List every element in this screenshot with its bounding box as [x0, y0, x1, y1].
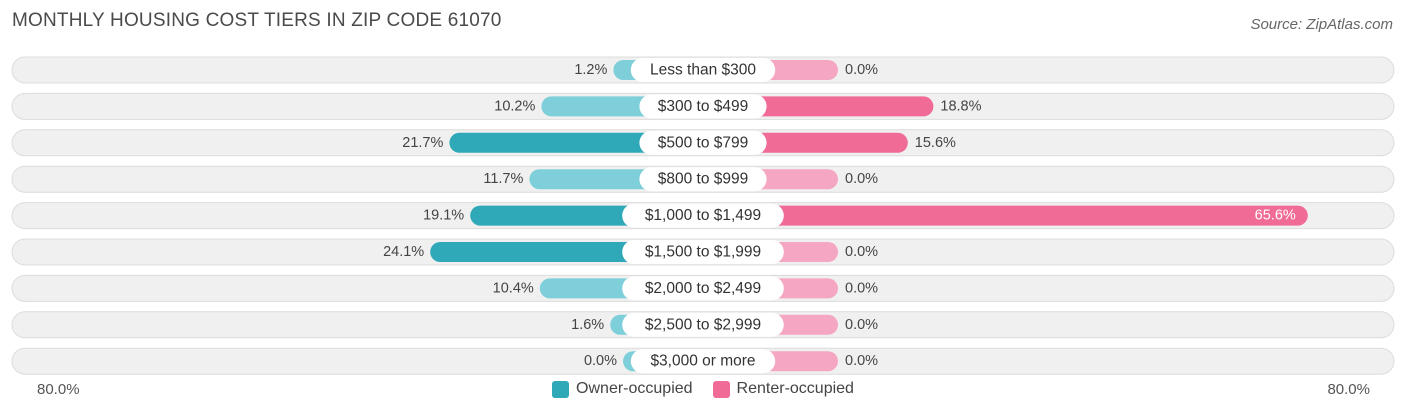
- category-pill: [639, 167, 767, 192]
- category-pill: [630, 349, 776, 374]
- renter-legend-label: Renter-occupied: [736, 380, 854, 397]
- renter-value-label: 15.6%: [915, 135, 956, 151]
- legend-item-owner: Owner-occupied: [552, 380, 693, 398]
- owner-legend-label: Owner-occupied: [576, 380, 693, 397]
- owner-value-label: 1.6%: [571, 317, 604, 333]
- category-pill: [622, 276, 784, 301]
- owner-value-label: 19.1%: [423, 208, 464, 224]
- renter-bar: [703, 205, 1308, 226]
- renter-value-label: 0.0%: [845, 244, 878, 260]
- renter-swatch: [712, 380, 730, 398]
- renter-value-label: 0.0%: [845, 280, 878, 296]
- renter-value-label: 18.8%: [940, 98, 981, 114]
- category-pill: [639, 94, 767, 119]
- renter-value-label: 0.0%: [845, 171, 878, 187]
- axis-right-label: 80.0%: [1327, 381, 1370, 398]
- owner-value-label: 21.7%: [402, 135, 443, 151]
- category-label: $300 to $499: [658, 98, 749, 115]
- owner-value-label: 0.0%: [584, 353, 617, 369]
- legend: Owner-occupied Renter-occupied: [0, 380, 1406, 398]
- category-label: $2,000 to $2,499: [645, 280, 761, 297]
- category-pill: [622, 203, 784, 228]
- owner-value-label: 1.2%: [574, 62, 607, 78]
- legend-item-renter: Renter-occupied: [712, 380, 854, 398]
- category-label: $800 to $999: [658, 171, 749, 188]
- owner-bar: [449, 132, 703, 153]
- renter-value-label: 0.0%: [845, 62, 878, 78]
- owner-swatch: [552, 380, 570, 398]
- owner-value-label: 10.2%: [494, 98, 535, 114]
- category-label: $3,000 or more: [650, 353, 755, 370]
- category-label: Less than $300: [650, 62, 756, 79]
- owner-value-label: 10.4%: [493, 280, 534, 296]
- category-label: $1,000 to $1,499: [645, 207, 761, 224]
- renter-value-label: 0.0%: [845, 317, 878, 333]
- owner-value-label: 11.7%: [483, 171, 523, 187]
- category-label: $2,500 to $2,999: [645, 316, 761, 333]
- category-label: $500 to $799: [658, 134, 749, 151]
- category-pill: [630, 58, 776, 82]
- axis-left-label: 80.0%: [37, 381, 80, 398]
- source-label: Source: ZipAtlas.com: [1250, 16, 1393, 33]
- category-pill: [622, 312, 784, 337]
- category-label: $1,500 to $1,999: [645, 244, 761, 261]
- renter-value-label: 65.6%: [1255, 208, 1296, 224]
- chart-title: MONTHLY HOUSING COST TIERS IN ZIP CODE 6…: [12, 10, 502, 31]
- owner-value-label: 24.1%: [383, 244, 424, 260]
- category-pill: [622, 240, 784, 264]
- chart-area: 1.2% 0.0% Less than $300 10.2% 18.8% $300 to …: [11, 56, 1395, 375]
- renter-value-label: 0.0%: [845, 353, 878, 369]
- category-pill: [639, 130, 767, 155]
